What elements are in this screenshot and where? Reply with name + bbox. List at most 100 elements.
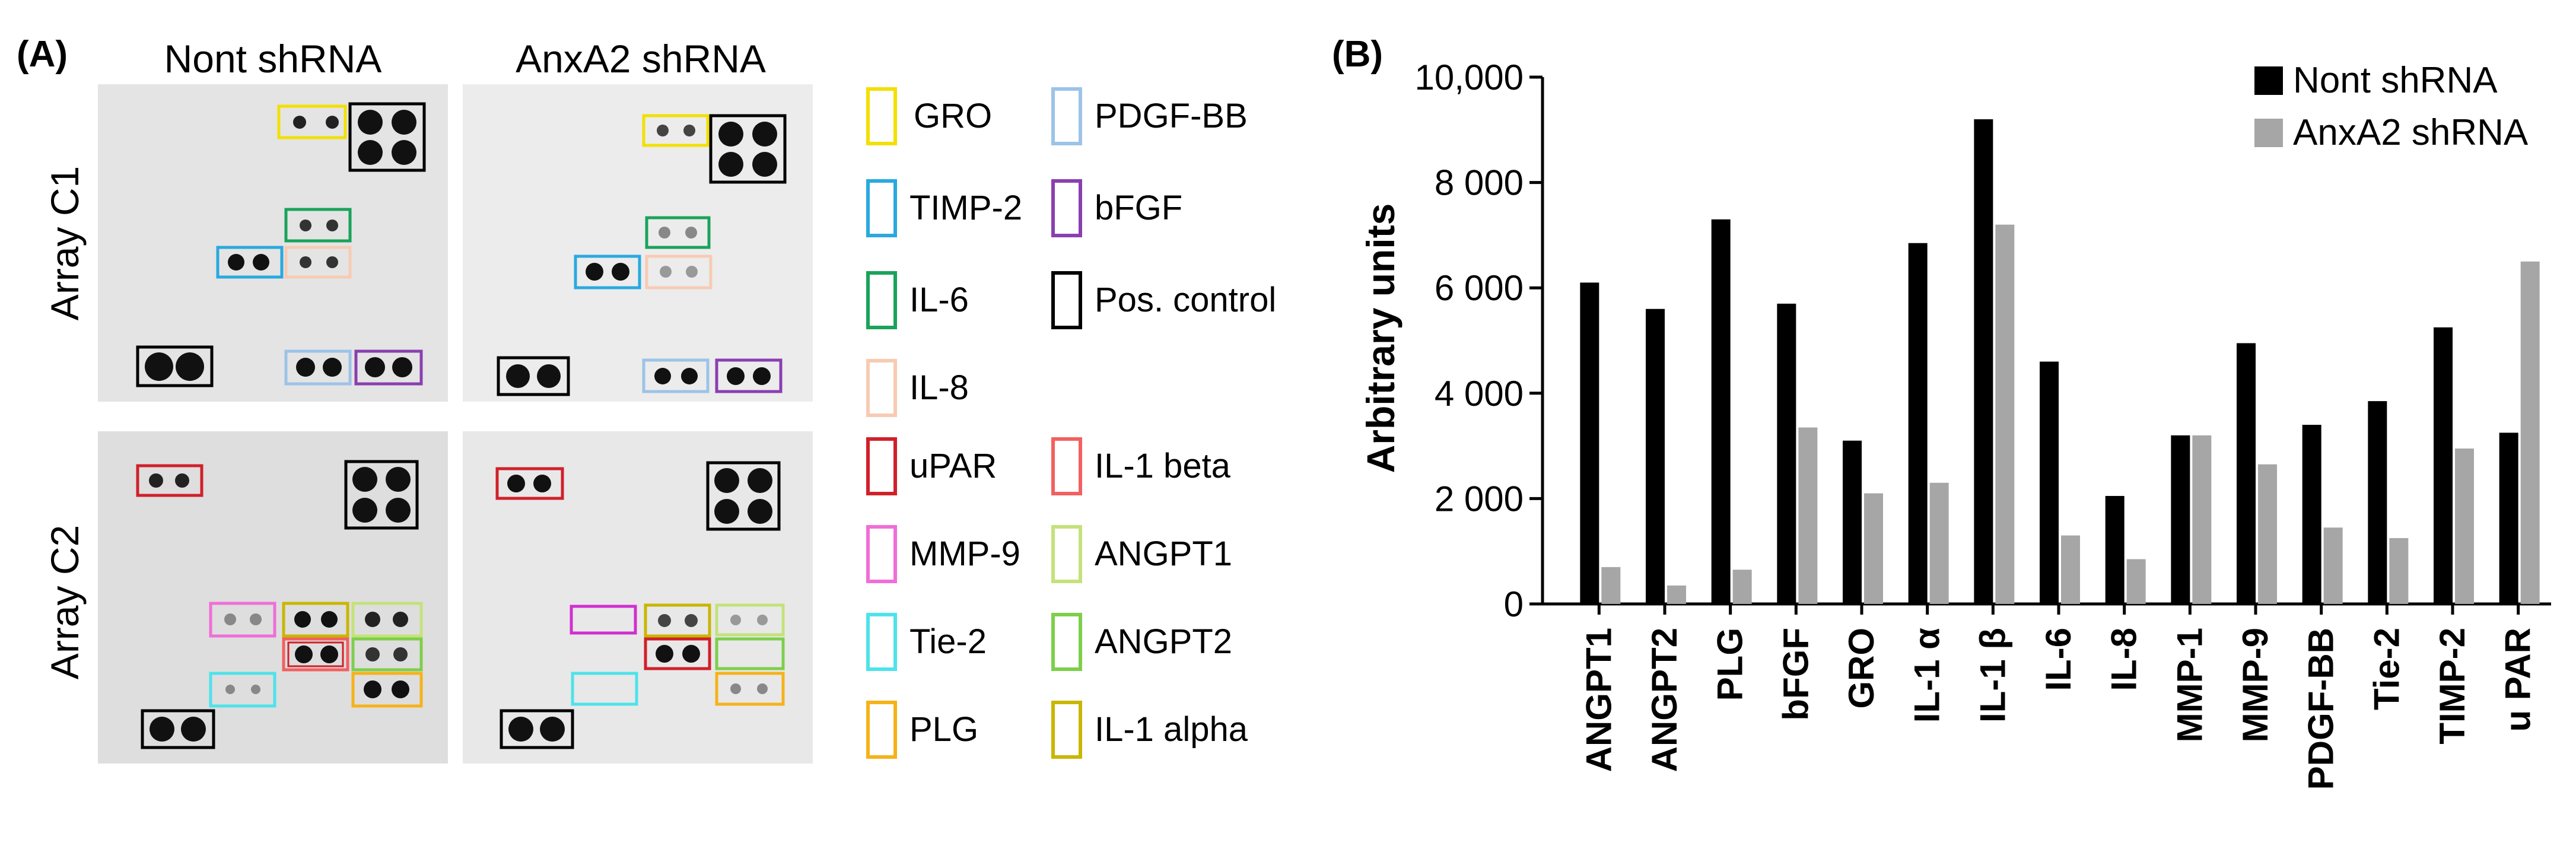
x-tick-label: bFGF [1776,628,1815,721]
bar-anxa2 [2520,261,2540,604]
legend-swatch-angpt1 [1051,525,1082,583]
y-tick-label: 10,000 [1414,58,1524,97]
legend-swatch-plg [866,701,897,759]
bar-nont [2105,495,2125,604]
col-header-nont: Nont shRNA [164,37,382,81]
y-tick-label: 0 [1504,584,1524,624]
bar-anxa2 [2061,535,2080,604]
legend-label-tie2: Tie-2 [909,622,987,661]
pdgfbb-box [284,349,352,386]
angpt1-box [351,602,423,638]
bar-anxa2 [1864,493,1883,604]
upar-box [495,467,564,500]
bar-nont [2040,361,2059,604]
legend-label-il6: IL-6 [909,281,969,319]
bar-nont [1580,282,1599,604]
gro-box [277,104,347,139]
mmp9-box [209,602,276,638]
il1beta-inner-box [287,641,344,667]
il8-box [645,255,713,290]
chart-legend: Nont shRNA AnxA2 shRNA [2254,60,2529,153]
plg-box [351,672,423,708]
y-tick-label: 2 000 [1435,479,1524,519]
bar-anxa2 [2389,538,2409,604]
il6-box [645,216,711,249]
il1beta-box [644,637,711,670]
legend-swatch-il1alpha [1051,701,1082,759]
blot-c1-nont [98,84,448,402]
tie2-box [209,672,276,708]
legend-swatch-timp2 [866,179,897,237]
legend-swatch-upar [866,437,897,495]
legend-swatch-bfgf [1051,179,1082,237]
pos-control-box [141,709,215,749]
bar-nont [2434,327,2453,604]
bar-nont [1646,308,1665,604]
bar-anxa2 [1601,567,1621,604]
x-tick-label: IL-1 β [1973,628,2012,723]
il1beta-box [282,637,349,672]
legend-label-mmp9: MMP-9 [909,535,1020,573]
bar-nont [2237,343,2256,604]
legend-label-plg: PLG [909,710,978,749]
bfgf-box [354,349,423,386]
pos-control-box [706,461,781,531]
x-tick-label: PLG [1710,628,1750,701]
bar-anxa2 [2258,464,2277,604]
legend-swatch-pdgfbb [1051,87,1082,145]
pos-control-box [348,102,426,172]
legend-swatch-il8 [866,359,897,417]
c2-anxa2-spots [495,461,785,749]
legend-swatch-il1beta [1051,437,1082,495]
legend-label-nont: Nont shRNA [2293,60,2498,101]
bfgf-box [715,358,783,393]
legend-label-bfgf: bFGF [1095,189,1182,227]
angpt1-box [715,603,785,637]
legend-label-pos-control: Pos. control [1095,281,1276,319]
bar-anxa2 [2323,527,2343,604]
x-tick-label: GRO [1842,628,1881,709]
legend-swatch-angpt2 [1051,613,1082,671]
x-tick-label: IL-6 [2038,628,2078,691]
legend-swatch-anxa2 [2254,119,2283,147]
upar-box [136,464,203,497]
pos-control-box [136,345,214,387]
legend-label-il1beta: IL-1 beta [1095,447,1231,485]
panel-b-label: (B) [1332,34,1383,75]
y-tick-label: 6 000 [1435,268,1524,308]
c1-anxa2-spots [497,114,787,396]
legend-a: GRO PDGF-BB TIMP-2 bFGF IL-6 Pos. contro… [866,87,1276,759]
plg-box [715,672,785,706]
legend-label-il1alpha: IL-1 alpha [1095,710,1248,749]
legend-swatch-il6 [866,271,897,329]
legend-swatch-pos-control [1051,271,1082,329]
bar-nont [1974,119,1993,605]
x-tick-label: Tie-2 [2367,628,2406,710]
pdgfbb-box [642,358,710,393]
legend-swatch-nont [2254,66,2283,95]
legend-swatch-mmp9 [866,525,897,583]
bar-anxa2 [2192,435,2212,604]
bar-anxa2 [2455,449,2474,604]
x-tick-label: ANGPT1 [1579,628,1618,772]
x-tick-label: MMP-1 [2170,628,2209,742]
bar-nont [2368,401,2387,604]
timp2-box [574,255,641,290]
il1alpha-box [644,603,711,638]
x-tick-label: IL-1 α [1907,628,1947,723]
legend-swatch-tie2 [866,613,897,671]
mmp9-box [570,605,637,635]
x-tick-label: IL-8 [2104,628,2144,691]
x-tick-label: u PAR [2498,628,2538,732]
x-tick-label: MMP-9 [2235,628,2275,742]
legend-label-pdgfbb: PDGF-BB [1095,97,1248,135]
legend-label-angpt2: ANGPT2 [1095,622,1232,661]
x-tick-label: TIMP-2 [2432,628,2472,745]
y-tick-label: 4 000 [1435,374,1524,414]
timp2-box [216,246,284,279]
bar-chart: 0 2 000 4 000 6 000 8 000 10,000 ANGPT1 ANGPT2 P… [1414,58,2551,790]
c2-nont-spots [136,460,423,749]
x-tick-label: PDGF-BB [2301,628,2341,790]
bar-anxa2 [1667,585,1686,604]
pos-control-box [709,114,787,184]
